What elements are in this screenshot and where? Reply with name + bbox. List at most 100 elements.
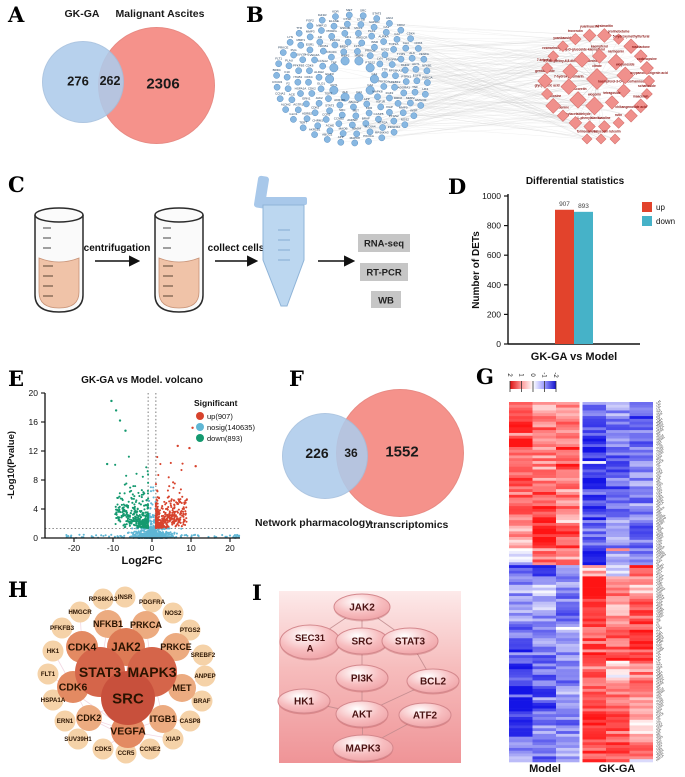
row-label: ELANE	[655, 638, 664, 647]
heatmap-cell	[556, 652, 580, 656]
target-gene-label: KDR	[332, 9, 339, 13]
network-edge	[400, 55, 600, 60]
row-label: CA4	[655, 404, 662, 411]
heatmap-cell	[629, 413, 653, 417]
heatmap-cell	[582, 638, 606, 642]
compound-node	[598, 120, 611, 133]
hub-gene-node	[162, 728, 184, 750]
heatmap-cell	[582, 520, 606, 524]
heatmap-cell	[509, 660, 533, 664]
heatmap-cell	[509, 677, 533, 681]
heatmap-cell	[582, 660, 606, 664]
target-gene-node	[353, 130, 361, 138]
heatmap-cell	[606, 731, 630, 735]
heatmap-cell	[582, 590, 606, 594]
heatmap-cell	[556, 402, 580, 406]
row-label: BRD4	[655, 453, 663, 461]
network-edge	[405, 69, 619, 124]
compound-label: wogonoside	[615, 62, 635, 66]
heatmap-cell	[582, 666, 606, 670]
data-point	[120, 516, 123, 519]
x-tick-label: -20	[68, 543, 81, 553]
data-point	[134, 520, 137, 523]
heatmap-cell	[556, 708, 580, 712]
target-gene-node	[345, 11, 353, 19]
target-gene-label: JAK2	[386, 16, 394, 20]
hub-gene-node	[194, 665, 216, 687]
target-gene-node	[400, 89, 408, 97]
heatmap-cell	[629, 688, 653, 692]
heatmap-cell	[606, 489, 630, 493]
heatmap-cell	[509, 587, 533, 591]
heatmap-cell	[606, 500, 630, 504]
heatmap-cell	[556, 646, 580, 650]
hub-gene-label: HMGCR	[68, 609, 92, 616]
compound-label: chikangenoside acid	[615, 105, 646, 109]
row-label: CA2	[655, 401, 662, 408]
data-point	[167, 525, 170, 528]
target-gene-label: CDK6	[305, 64, 313, 68]
hub-gene-label: BRAF	[193, 698, 210, 705]
target-gene-node	[325, 95, 332, 102]
data-point	[196, 534, 199, 537]
target-gene-label: HMGCR	[415, 98, 427, 102]
heatmap-cell	[582, 627, 606, 631]
heatmap-cell	[556, 517, 580, 521]
network-edge	[418, 48, 554, 57]
row-label: ABCG2	[655, 433, 665, 442]
heatmap-cell	[556, 598, 580, 602]
heatmap-cell	[582, 629, 606, 633]
compound-label: 7-ketodioscin	[537, 58, 558, 62]
heatmap-cell	[532, 432, 556, 437]
target-gene-label: HK1	[422, 87, 428, 91]
heatmap-cell	[556, 677, 580, 681]
network-edge	[400, 55, 600, 60]
heatmap-cell	[532, 514, 556, 518]
target-gene-label: APP	[364, 97, 370, 101]
target-gene-label: RPS6KA3	[375, 131, 389, 135]
compound-node	[547, 50, 560, 62]
row-label: PDGFRA	[655, 513, 666, 523]
heatmap-cell	[509, 503, 533, 507]
data-point	[129, 535, 133, 538]
pathway-node: AKT	[335, 700, 389, 729]
x-tick-label: 10	[186, 543, 196, 553]
network-edge	[414, 92, 616, 140]
heatmap-cell	[556, 700, 580, 704]
data-point	[163, 520, 166, 523]
row-label: HTR2A	[655, 593, 664, 602]
heatmap-cell	[629, 612, 653, 617]
target-gene-label: TOP2A	[389, 42, 399, 46]
heatmap-cell	[556, 601, 580, 605]
target-gene-label: CTSK	[343, 17, 351, 21]
heatmap-cell	[582, 545, 606, 549]
network-edge	[310, 36, 613, 103]
network-edge	[370, 46, 563, 69]
data-point	[159, 463, 162, 466]
heatmap-cell	[606, 525, 630, 529]
data-point	[149, 507, 152, 510]
heatmap-cell	[532, 542, 556, 546]
heatmap-cell	[532, 731, 556, 735]
data-point	[102, 534, 105, 538]
heatmap-cell	[582, 632, 606, 636]
node-ellipse	[406, 668, 460, 694]
heatmap-cell	[556, 452, 580, 456]
heatmap-cell	[629, 480, 653, 484]
heatmap-cell	[556, 725, 580, 729]
data-point	[116, 503, 119, 506]
data-point	[175, 532, 178, 535]
data-point	[114, 522, 117, 526]
heatmap-cell	[629, 542, 653, 546]
heatmap-cell	[606, 486, 630, 490]
venn-f-right-count: 1552	[385, 443, 419, 461]
target-gene-label: AKR1B1	[309, 127, 321, 131]
data-point	[152, 514, 156, 517]
target-gene-node	[365, 138, 372, 145]
data-point	[129, 486, 132, 489]
legend-swatch	[196, 423, 204, 431]
heatmap-cell	[606, 413, 630, 417]
heatmap-cell	[582, 700, 606, 704]
heatmap-cell	[556, 477, 580, 482]
heatmap-cell	[532, 469, 556, 473]
